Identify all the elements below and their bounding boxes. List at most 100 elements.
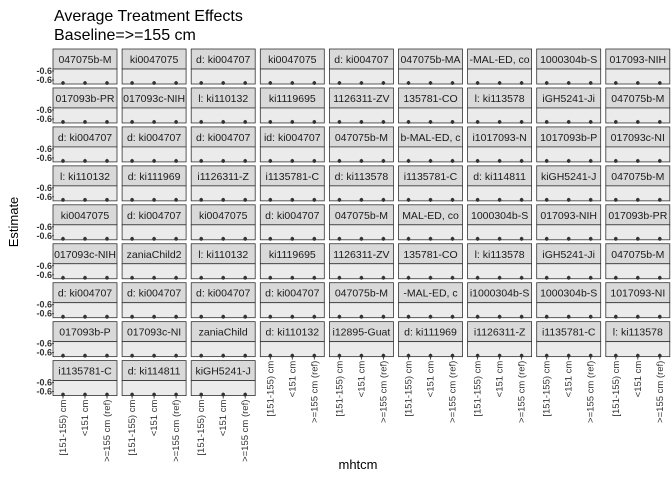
estimate-point [381,353,386,358]
estimate-point [268,120,273,124]
facet-strip-label: 017093-NIH [540,210,597,222]
estimate-point [243,392,247,397]
estimate-point [130,353,134,358]
facet-panel: 135781-CO [398,87,463,124]
estimate-point [174,237,178,241]
estimate-point [290,159,295,163]
chart-subtitle: Baseline=>=155 cm [54,27,196,44]
estimate-point [636,198,640,202]
estimate-point [152,120,156,124]
estimate-point [61,314,65,319]
facet-panel: d: ki004707 [190,126,256,163]
facet-strip-label: 047075b-M [611,249,664,261]
x-tick-label: <151 cm [564,361,575,398]
estimate-point [243,314,247,319]
facet-strip-label: 135781-CO [403,93,457,105]
facet-panel: l: ki113578 [467,243,533,280]
estimate-point [174,198,178,202]
estimate-point [497,81,502,85]
estimate-point [221,120,225,124]
estimate-point [475,81,480,85]
estimate-point [475,353,480,358]
facet-strip-label: 047075b-M [611,171,664,183]
estimate-point [497,314,502,319]
facet-strip-label: 047075b-M [335,288,388,300]
estimate-point [61,392,65,397]
facet-strip-label: d: ki004707 [196,288,250,300]
estimate-point [312,353,317,358]
estimate-point [243,237,247,241]
estimate-point [359,81,364,85]
estimate-point [381,198,386,202]
chart-title: Average Treatment Effects [54,8,243,25]
estimate-point [268,198,273,202]
estimate-point [243,81,247,85]
facet-strip-label: l: ki110132 [60,171,110,183]
facet-strip-label: d: ki004707 [127,210,181,222]
facet-panel: d: ki113578 [328,165,394,202]
estimate-point [614,275,618,280]
facet-panel: iGH5241-Ji [536,243,602,280]
facet-panel: 1017093b-P [536,126,602,163]
estimate-point [588,198,593,202]
estimate-point [105,314,109,319]
facet-strip-label: kiGH5241-J [195,366,250,378]
estimate-point [174,392,178,397]
facet-strip-label: 1000304b-S [540,54,597,66]
estimate-point [83,120,87,124]
estimate-point [290,198,295,202]
estimate-point [519,159,524,163]
estimate-point [566,159,571,163]
estimate-point [243,159,247,163]
facet-panel: i1017093-N [467,126,533,163]
facet-strip-label: 1017093-NI [610,288,665,300]
facet-strip-label: 1000304b-S [471,210,528,222]
facet-strip-label: i1135781-C [266,171,320,183]
estimate-point [312,275,317,280]
estimate-point [130,314,134,319]
facet-strip-label: -MAL-ED, co [470,54,530,66]
facet-panel: 047075b-M [605,165,671,202]
estimate-point [406,275,411,280]
estimate-point [566,198,571,202]
estimate-point [199,237,203,241]
facet-strip-label: d: ki111969 [404,327,457,339]
estimate-point [337,237,342,241]
estimate-point [588,237,593,241]
estimate-point [450,314,455,319]
facet-strip-label: ki0047075 [61,210,110,222]
estimate-point [428,198,433,202]
estimate-point [221,159,225,163]
y-tick-label: -0.6 [36,66,52,76]
estimate-point [105,81,109,85]
facet-panel: d: ki004707 [328,48,394,85]
estimate-point [450,237,455,241]
facet-panel: 017093c-NIH-0.6-0.6 [36,243,118,280]
facet-strip-label: d: ki111969 [128,171,181,183]
y-tick-label: -0.6 [36,153,52,163]
facet-strip-label: l: ki113578 [475,93,525,105]
x-tick-label: [151-155) cm [58,400,69,456]
x-tick-label: >=155 cm (ref) [240,400,251,462]
estimate-point [199,392,203,397]
facet-panel: l: ki110132 [190,87,256,124]
estimate-point [221,275,225,280]
estimate-point [61,353,65,358]
facet-strip-label: 1017093b-P [540,132,597,144]
estimate-point [61,159,65,163]
x-tick-label: >=155 cm (ref) [309,361,320,423]
estimate-point [428,237,433,241]
x-tick-label: [151-155) cm [404,361,415,417]
estimate-point [406,353,411,358]
estimate-point [614,120,618,124]
facet-panel: -MAL-ED, co [467,48,533,85]
facet-panel: kiGH5241-J [536,165,602,202]
estimate-point [381,237,386,241]
estimate-point [614,237,618,241]
facet-panel: 1017093-NI [605,282,671,319]
facet-panel: d: ki004707 [259,282,325,319]
estimate-point [359,159,364,163]
facet-panel: 1000304b-S [467,204,533,241]
facet-strip-label: 017093c-NI [611,132,665,144]
facet-strip-label: d: ki004707 [265,210,319,222]
